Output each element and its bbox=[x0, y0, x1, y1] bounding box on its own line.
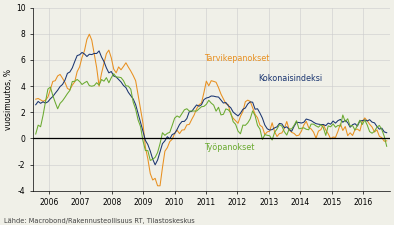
Text: Kokonaisindeksi: Kokonaisindeksi bbox=[258, 74, 322, 83]
Y-axis label: vuosimuutos, %: vuosimuutos, % bbox=[4, 69, 13, 130]
Text: Työpanokset: Työpanokset bbox=[204, 143, 255, 152]
Text: Lähde: Macrobond/Rakennusteollisuus RT, Tilastoskeskus: Lähde: Macrobond/Rakennusteollisuus RT, … bbox=[4, 218, 195, 224]
Text: Tarvikepanokset: Tarvikepanokset bbox=[204, 54, 270, 63]
